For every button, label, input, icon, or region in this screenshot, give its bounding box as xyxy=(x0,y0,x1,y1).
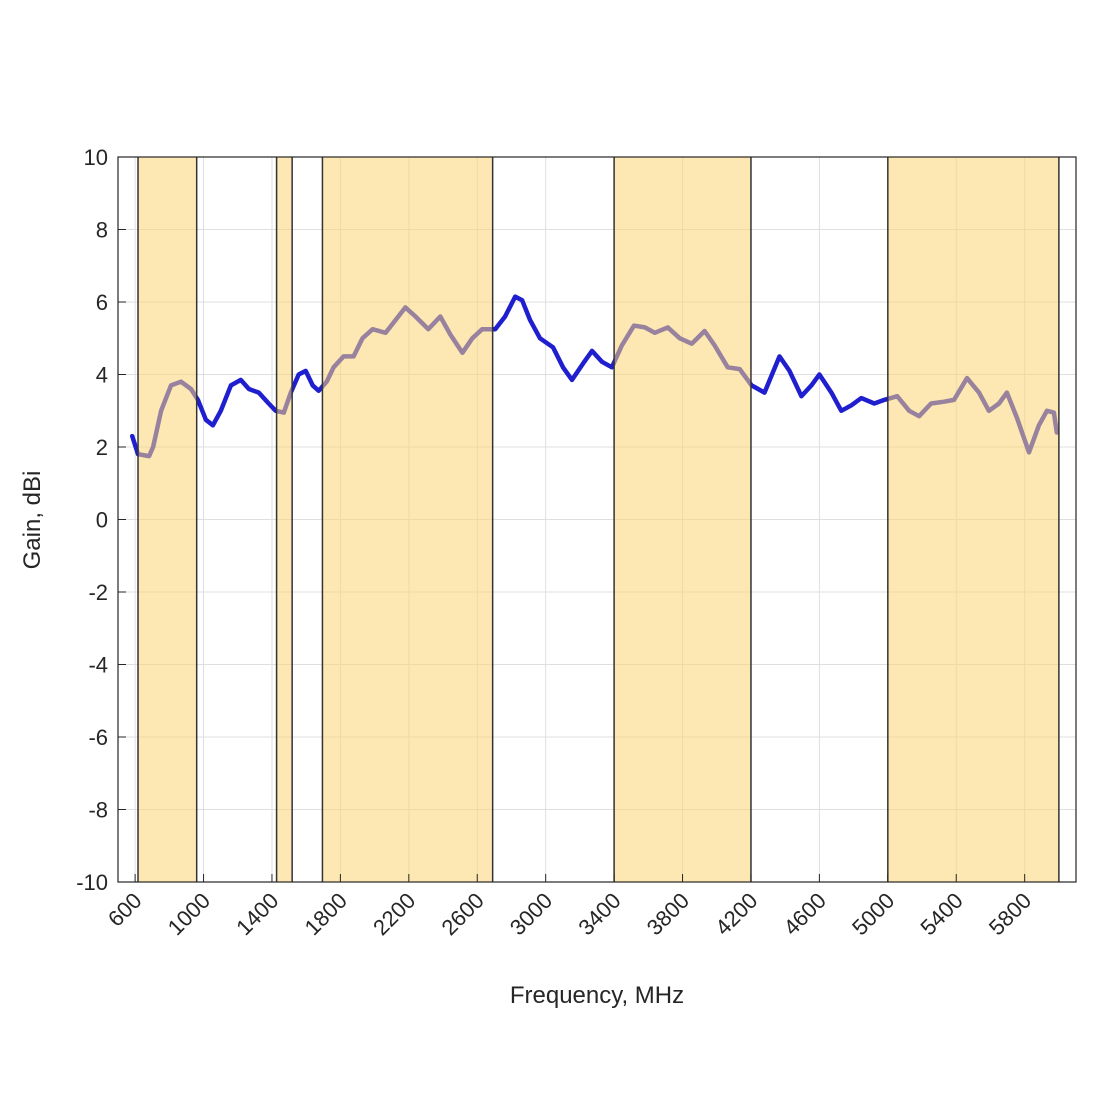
y-tick-label: -2 xyxy=(88,580,108,605)
y-tick-label: 0 xyxy=(96,508,108,533)
x-tick-label: 5000 xyxy=(847,888,899,940)
x-tick-label: 4600 xyxy=(779,888,831,940)
x-tick-label: 3000 xyxy=(505,888,557,940)
y-tick-label: -8 xyxy=(88,798,108,823)
y-tick-label: -10 xyxy=(76,870,108,895)
band xyxy=(614,157,751,882)
x-tick-label: 2600 xyxy=(436,888,488,940)
x-tick-label: 1000 xyxy=(163,888,215,940)
x-tick-label: 1800 xyxy=(300,888,352,940)
y-tick-label: -4 xyxy=(88,653,108,678)
x-tick-label: 5400 xyxy=(915,888,967,940)
y-tick-label: 2 xyxy=(96,435,108,460)
y-axis-label: Gain, dBi xyxy=(19,471,46,570)
x-tick-label: 3800 xyxy=(642,888,694,940)
y-tick-label: -6 xyxy=(88,725,108,750)
x-tick-label: 5800 xyxy=(984,888,1036,940)
y-tick-label: 8 xyxy=(96,218,108,243)
x-tick-label: 2200 xyxy=(368,888,420,940)
band xyxy=(138,157,197,882)
band xyxy=(887,157,1059,882)
x-tick-label: 1400 xyxy=(231,888,283,940)
x-tick-label: 4200 xyxy=(710,888,762,940)
bands xyxy=(137,157,1060,882)
x-tick-label: 3400 xyxy=(573,888,625,940)
band xyxy=(276,157,293,882)
x-tick-label: 600 xyxy=(103,888,147,932)
x-axis-label: Frequency, MHz xyxy=(510,982,684,1009)
band xyxy=(322,157,493,882)
y-tick-label: 4 xyxy=(96,363,108,388)
y-tick-label: 6 xyxy=(96,290,108,315)
y-tick-label: 10 xyxy=(84,145,108,170)
